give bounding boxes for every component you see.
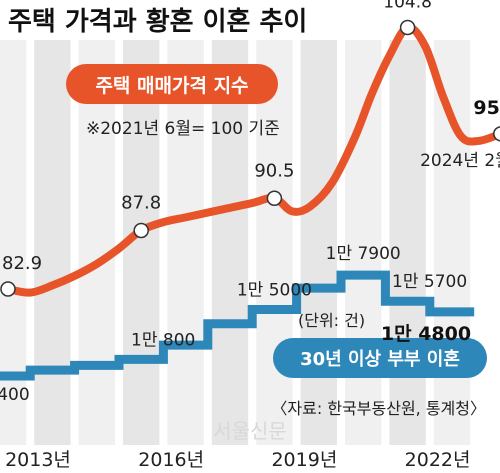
divorce-value-label: 1만 5000 (237, 281, 312, 301)
x-tick-label: 2013년 (5, 449, 71, 471)
band (433, 40, 471, 445)
band (300, 40, 337, 445)
price-point-marker (133, 222, 149, 239)
price-series-label-text: 주택 매매가격 지수 (95, 75, 248, 97)
price-value-label: 90.5 (254, 160, 294, 181)
divorce-value-label: 1만 4800 (381, 323, 471, 345)
band (256, 40, 293, 445)
divorce-value-label: 9400 (0, 385, 30, 405)
source-note: 〈자료: 한국부동산원, 통계청〉 (271, 399, 486, 418)
x-tick-label: 2022년 (405, 449, 471, 471)
x-tick-label: 2016년 (138, 449, 204, 471)
price-point-marker (493, 126, 500, 142)
divorce-value-label: 1만 7900 (326, 244, 401, 264)
divorce-series-label-box (273, 338, 487, 378)
divorce-series-label: 30년 이상 부부 이혼 (273, 338, 487, 378)
band (167, 40, 204, 445)
band (345, 40, 382, 445)
price-index-base-note: ※2021년 6월= 100 기준 (86, 119, 280, 139)
value-labels: 82.9 87.8 90.5 104.8 95.9 2024년 2월 9400 1만 800 1… (0, 0, 500, 405)
divorce-value-label: 1만 800 (131, 330, 195, 350)
price-point-marker (399, 19, 416, 36)
price-point-marker (0, 281, 16, 297)
price-value-label: 95.9 (473, 97, 500, 119)
divorce-series-label-text: 30년 이상 부부 이혼 (300, 348, 460, 370)
band (34, 40, 71, 445)
x-tick-label: 2019년 (271, 449, 337, 471)
divorce-series (0, 270, 475, 381)
x-axis: 2013년 2016년 2019년 2022년 (5, 449, 470, 471)
band (78, 40, 115, 445)
price-point-marker (266, 190, 283, 207)
band (389, 40, 426, 445)
price-series-label: 주택 매매가격 지수 (66, 64, 278, 104)
watermark: 서울신문 (213, 419, 287, 443)
divorce-unit-label: (단위: 건) (298, 311, 365, 330)
price-value-label: 104.8 (383, 0, 432, 13)
divorce-value-label: 1만 5700 (392, 272, 467, 292)
band (211, 40, 249, 445)
price-series-label-box (66, 64, 278, 104)
chart-title: 주택 가격과 황혼 이혼 추이 (8, 7, 307, 37)
price-value-label: 87.8 (121, 192, 161, 213)
price-latest-date-label: 2024년 2월 (420, 151, 500, 171)
price-value-label: 82.9 (2, 253, 42, 274)
divorce-step-line (0, 270, 475, 381)
